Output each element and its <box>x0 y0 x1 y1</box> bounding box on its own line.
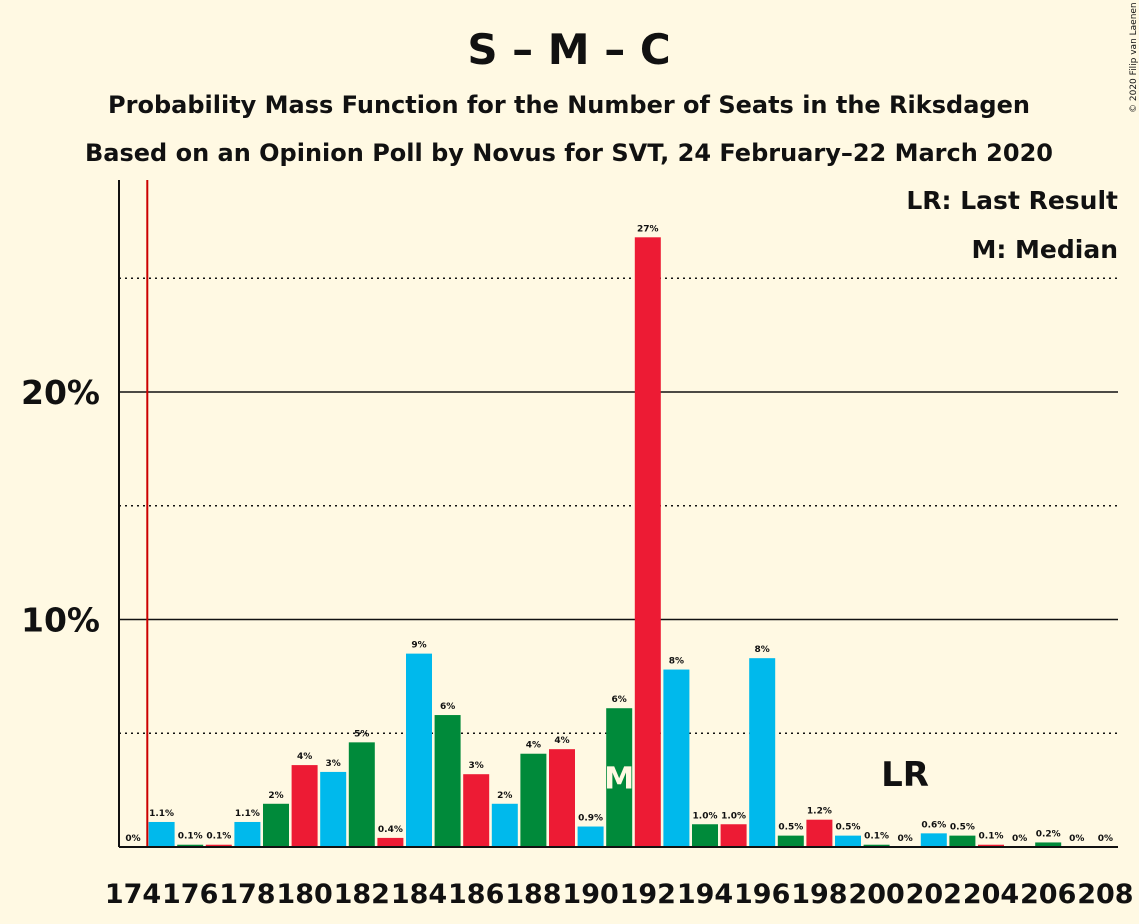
x-tick-label-184: 184 <box>391 879 447 910</box>
x-tick-label-204: 204 <box>963 879 1019 910</box>
bars <box>148 237 1062 848</box>
bar-label-204: 0.1% <box>979 832 1004 842</box>
bar-200 <box>863 844 890 847</box>
bar-191 <box>606 708 633 847</box>
chart-title: S – M – C <box>467 25 670 74</box>
bar-label-181: 3% <box>326 759 341 769</box>
bar-179 <box>263 803 289 847</box>
chart-subtitle: Probability Mass Function for the Number… <box>108 91 1030 119</box>
bar-label-183: 0.4% <box>378 825 403 835</box>
bar-label-188: 4% <box>526 741 541 751</box>
bar-label-180: 4% <box>297 752 312 762</box>
bar-label-191: 6% <box>612 695 627 705</box>
bar-label-200: 0.1% <box>864 832 889 842</box>
bar-label-198: 1.2% <box>807 807 832 817</box>
x-tick-label-196: 196 <box>734 879 790 910</box>
x-tick-label-186: 186 <box>448 879 504 910</box>
x-tick-label-174: 174 <box>105 879 161 910</box>
bar-label-207: 0% <box>1069 834 1084 844</box>
legend-median: M: Median <box>971 235 1118 264</box>
bar-195 <box>720 824 747 847</box>
bar-label-175: 1.1% <box>149 809 174 819</box>
x-tick-label-180: 180 <box>276 879 332 910</box>
bar-label-193: 8% <box>669 657 684 667</box>
bar-label-197: 0.5% <box>778 823 803 833</box>
bar-label-201: 0% <box>898 834 913 844</box>
bar-label-185: 6% <box>440 702 455 712</box>
x-tick-label-192: 192 <box>620 879 676 910</box>
y-tick-label-10: 10% <box>21 601 100 640</box>
bar-187 <box>491 803 518 847</box>
bar-label-187: 2% <box>497 791 512 801</box>
bar-label-194: 1.0% <box>693 811 718 821</box>
copyright-note: © 2020 Filip van Laenen <box>1129 2 1139 113</box>
bar-label-182: 5% <box>354 729 369 739</box>
last-result-label: LR <box>881 755 929 795</box>
bar-label-203: 0.5% <box>950 823 975 833</box>
bar-190 <box>577 826 604 847</box>
bar-189 <box>549 749 575 847</box>
y-tick-label-20: 20% <box>21 373 100 412</box>
bar-177 <box>205 844 232 847</box>
bar-199 <box>835 835 861 847</box>
bar-label-179: 2% <box>268 791 283 801</box>
bar-192 <box>634 237 661 848</box>
bar-197 <box>777 835 804 847</box>
bar-label-189: 4% <box>554 736 569 746</box>
bar-value-labels: 0%1.1%0.1% 0.1%1.1%2%4%3%5%0.4%9%6%3%2%4%… <box>125 224 1113 844</box>
bar-label-177: 0.1% <box>206 832 231 842</box>
bar-label-202: 0.6% <box>921 820 946 830</box>
x-tick-label-182: 182 <box>334 879 390 910</box>
bar-188 <box>520 753 547 847</box>
bar-203 <box>949 835 976 847</box>
x-tick-label-190: 190 <box>562 879 618 910</box>
x-tick-label-202: 202 <box>906 879 962 910</box>
bar-196 <box>749 658 776 847</box>
bar-182 <box>348 742 375 847</box>
bar-178 <box>234 821 261 847</box>
x-tick-label-176: 176 <box>162 879 218 910</box>
bar-label-205: 0% <box>1012 834 1027 844</box>
bar-label-186: 3% <box>469 761 484 771</box>
bar-198 <box>806 819 833 847</box>
bar-label-195: 1.0% <box>721 811 746 821</box>
x-tick-label-198: 198 <box>791 879 847 910</box>
bar-183 <box>377 837 404 847</box>
x-tick-label-200: 200 <box>848 879 904 910</box>
chart-subtitle-2: Based on an Opinion Poll by Novus for SV… <box>85 139 1053 167</box>
bar-185 <box>434 715 461 847</box>
x-tick-label-208: 208 <box>1077 879 1133 910</box>
x-tick-label-194: 194 <box>677 879 733 910</box>
bar-label-208: 0% <box>1098 834 1113 844</box>
x-tick-label-188: 188 <box>505 879 561 910</box>
bar-label-206: 0.2% <box>1036 829 1061 839</box>
bar-206 <box>1035 842 1062 847</box>
bar-label-184: 9% <box>411 641 426 651</box>
bar-181 <box>320 771 347 847</box>
legend-last-result: LR: Last Result <box>906 186 1118 215</box>
bar-204 <box>978 844 1004 847</box>
bar-label-174: 0% <box>125 834 140 844</box>
bar-193 <box>663 669 690 847</box>
bar-label-196: 8% <box>755 645 770 655</box>
bar-label-178: 1.1% <box>235 809 260 819</box>
bar-label-190: 0.9% <box>578 814 603 824</box>
x-tick-label-178: 178 <box>219 879 275 910</box>
bar-202 <box>920 833 947 847</box>
x-tick-label-206: 206 <box>1020 879 1076 910</box>
bar-label-192: 27% <box>637 224 659 234</box>
bar-label-176: 0.1% <box>178 832 203 842</box>
bar-180 <box>291 765 318 847</box>
bar-176 <box>177 844 204 847</box>
bar-175 <box>148 821 175 847</box>
bar-194 <box>692 824 718 847</box>
median-marker: M <box>604 762 634 797</box>
bar-186 <box>463 774 490 847</box>
grid-lines <box>119 277 1118 734</box>
bar-184 <box>406 653 432 847</box>
bar-label-199: 0.5% <box>836 823 861 833</box>
